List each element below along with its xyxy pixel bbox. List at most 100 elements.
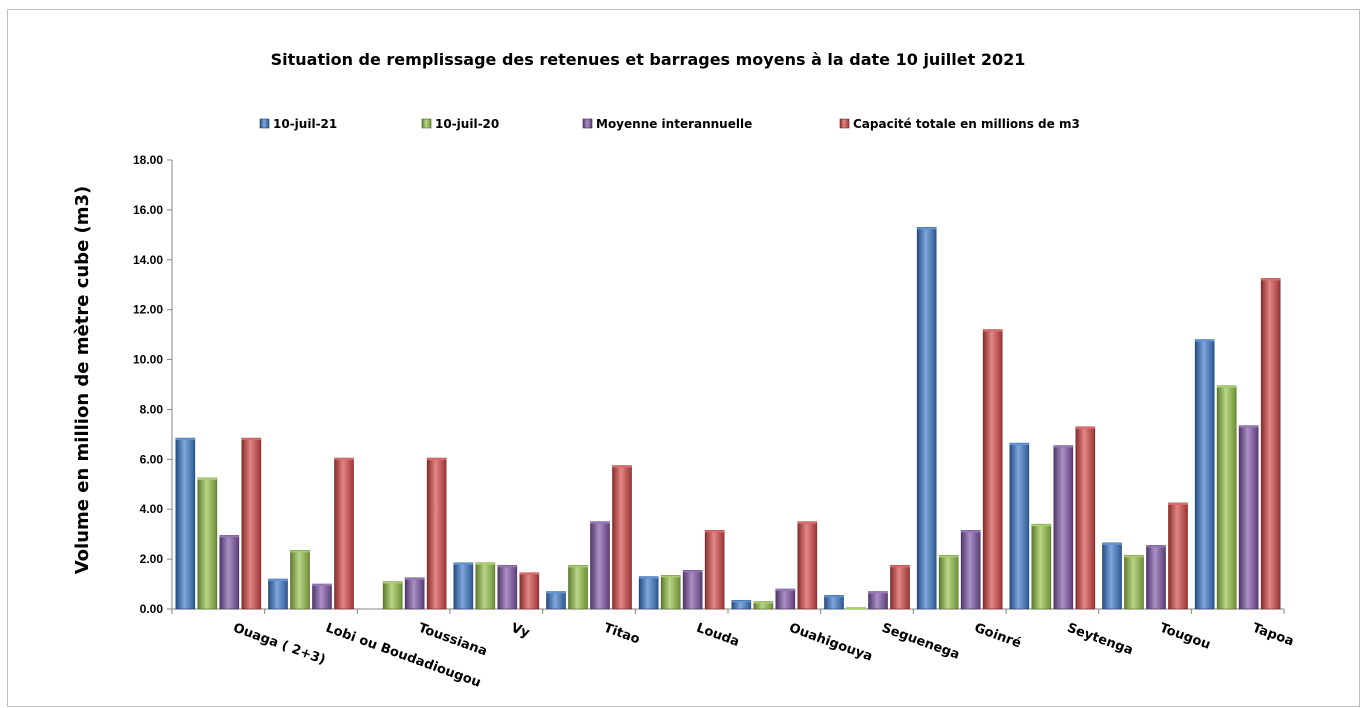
y-tick-label: 18.00	[133, 153, 163, 167]
bar-cap	[405, 577, 425, 580]
bars	[175, 227, 1281, 610]
bar	[546, 591, 566, 610]
bar	[1194, 339, 1215, 610]
bar-cap	[268, 579, 288, 582]
bar	[660, 575, 681, 610]
legend: 10-juil-21 10-juil-20 Moyenne interannuell…	[259, 117, 1080, 131]
bar	[868, 591, 888, 610]
bar-cap	[917, 227, 937, 230]
bar-cap	[334, 458, 354, 461]
bar	[1009, 442, 1030, 610]
legend-label: Moyenne interannuelle	[596, 117, 752, 131]
y-tick-label: 14.00	[133, 253, 163, 267]
bar-cap	[1261, 278, 1281, 281]
bar	[590, 521, 610, 610]
legend-label: 10-juil-21	[273, 117, 337, 131]
legend-swatch	[421, 118, 432, 129]
bar-cap	[1075, 426, 1095, 429]
x-tick-label: Goinré	[972, 621, 1023, 652]
bar-cap	[1195, 339, 1215, 342]
x-axis: Ouaga ( 2+3)Lobi ou BoudadiougouToussian…	[171, 608, 1296, 691]
bar	[568, 565, 588, 610]
bar-cap	[175, 438, 195, 441]
bar-cap	[568, 565, 588, 568]
bar	[426, 457, 447, 610]
bar-cap	[939, 555, 959, 558]
bar	[1053, 445, 1074, 610]
x-tick-label: Lobi ou Boudadiougou	[324, 621, 483, 691]
bar-cap	[846, 607, 866, 610]
y-tick-label: 8.00	[140, 402, 164, 416]
bar	[1124, 555, 1144, 610]
bar-cap	[1146, 545, 1166, 548]
bar-cap	[1009, 443, 1029, 446]
y-tick-label: 6.00	[140, 452, 164, 466]
bar	[1102, 542, 1122, 610]
y-tick-label: 0.00	[140, 602, 164, 616]
bar	[682, 570, 703, 610]
bar-cap	[797, 521, 817, 524]
legend-label: 10-juil-20	[435, 117, 499, 131]
bar	[1146, 545, 1166, 610]
y-tick-label: 12.00	[133, 303, 163, 317]
bar	[334, 457, 354, 610]
bar-cap	[683, 570, 703, 573]
bar-cap	[219, 535, 239, 538]
bar-cap	[453, 562, 473, 565]
bar	[775, 588, 796, 610]
bar	[612, 465, 632, 610]
bar-cap	[241, 438, 261, 441]
x-tick-label: Tougou	[1158, 621, 1213, 653]
x-tick-label: Vy	[509, 621, 532, 642]
bar	[890, 565, 910, 610]
bar	[497, 565, 518, 610]
bar-cap	[775, 589, 795, 592]
bar-cap	[475, 562, 495, 565]
bar-cap	[961, 530, 981, 533]
chart-frame: Situation de remplissage des retenues et…	[7, 9, 1360, 707]
bar	[1238, 425, 1259, 610]
bar	[475, 562, 496, 610]
bar-cap	[312, 584, 332, 587]
bar-cap	[868, 591, 888, 594]
bar	[290, 550, 310, 610]
bar	[219, 535, 240, 610]
bar-cap	[519, 572, 539, 575]
bar-cap	[824, 595, 844, 598]
x-tick-label: Toussiana	[416, 621, 489, 660]
legend-label: Capacité totale en millions de m3	[853, 117, 1080, 131]
bar	[197, 477, 218, 610]
bar	[1031, 523, 1052, 610]
bar	[982, 329, 1003, 610]
bar	[1075, 426, 1096, 610]
bar-cap	[197, 478, 217, 481]
bar-cap	[639, 576, 659, 579]
bar	[382, 581, 403, 610]
bar	[519, 572, 540, 610]
bar	[960, 530, 981, 610]
y-tick-label: 10.00	[133, 353, 163, 367]
bar	[938, 555, 959, 610]
bar	[404, 577, 425, 610]
x-tick-label: Seguenega	[880, 621, 962, 663]
bar-cap	[1053, 445, 1073, 448]
x-tick-label: Seytenga	[1065, 621, 1135, 659]
bar-cap	[427, 458, 447, 461]
bar	[704, 530, 725, 610]
bar-cap	[590, 521, 610, 524]
bar-cap	[546, 591, 566, 594]
bar-cap	[661, 575, 681, 578]
bar-cap	[290, 550, 310, 553]
bar-cap	[612, 465, 632, 468]
bar	[916, 227, 937, 610]
bar-cap	[753, 601, 773, 604]
legend-swatch	[839, 118, 850, 129]
y-tick-label: 16.00	[133, 203, 163, 217]
bar	[1216, 385, 1237, 610]
bar-cap	[1031, 524, 1051, 527]
chart-title: Situation de remplissage des retenues et…	[271, 50, 1026, 69]
y-tick-label: 2.00	[140, 552, 164, 566]
bar	[797, 521, 818, 610]
bar-cap	[497, 565, 517, 568]
bar-cap	[1168, 502, 1188, 505]
